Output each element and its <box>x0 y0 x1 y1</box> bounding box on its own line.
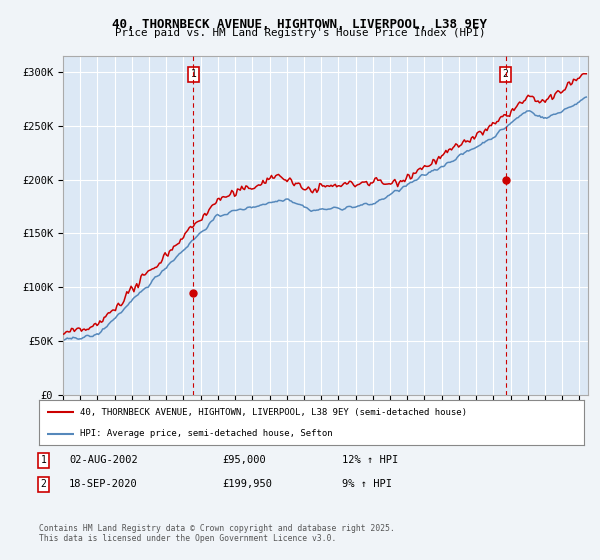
Text: £95,000: £95,000 <box>222 455 266 465</box>
Text: 2: 2 <box>503 69 508 80</box>
Text: 12% ↑ HPI: 12% ↑ HPI <box>342 455 398 465</box>
Text: Contains HM Land Registry data © Crown copyright and database right 2025.
This d: Contains HM Land Registry data © Crown c… <box>39 524 395 543</box>
Text: 1: 1 <box>191 69 196 80</box>
Text: 40, THORNBECK AVENUE, HIGHTOWN, LIVERPOOL, L38 9EY (semi-detached house): 40, THORNBECK AVENUE, HIGHTOWN, LIVERPOO… <box>80 408 467 417</box>
Text: 2: 2 <box>41 479 47 489</box>
Text: 02-AUG-2002: 02-AUG-2002 <box>69 455 138 465</box>
Text: Price paid vs. HM Land Registry's House Price Index (HPI): Price paid vs. HM Land Registry's House … <box>115 28 485 38</box>
Text: 40, THORNBECK AVENUE, HIGHTOWN, LIVERPOOL, L38 9EY: 40, THORNBECK AVENUE, HIGHTOWN, LIVERPOO… <box>113 18 487 31</box>
Text: HPI: Average price, semi-detached house, Sefton: HPI: Average price, semi-detached house,… <box>80 430 332 438</box>
Text: 9% ↑ HPI: 9% ↑ HPI <box>342 479 392 489</box>
Text: £199,950: £199,950 <box>222 479 272 489</box>
Text: 18-SEP-2020: 18-SEP-2020 <box>69 479 138 489</box>
Text: 1: 1 <box>41 455 47 465</box>
